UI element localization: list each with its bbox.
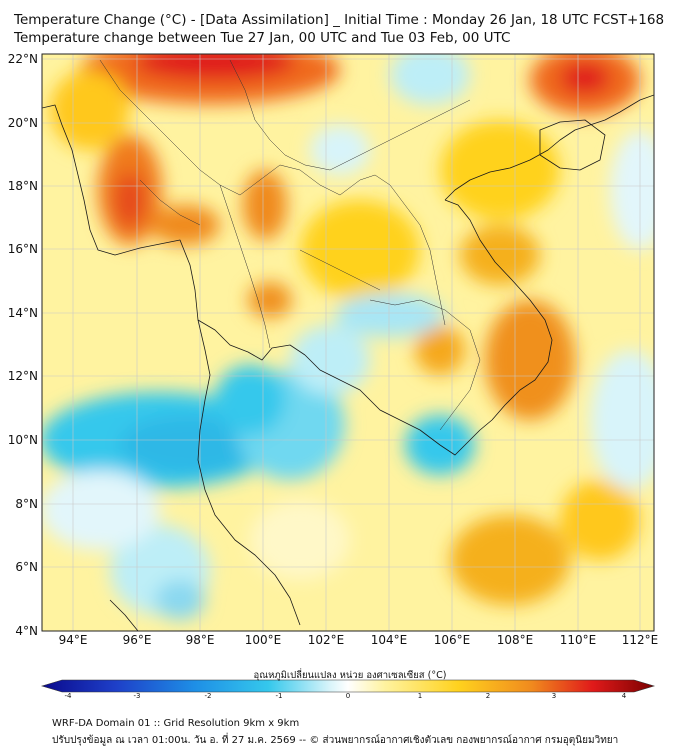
lon-label: 100°E: [244, 633, 282, 647]
colorbar-tick: 1: [417, 692, 423, 700]
colorbar-tick: 0: [345, 692, 351, 700]
lon-label: 94°E: [58, 633, 88, 647]
colorbar-title: อุณหภูมิเปลี่ยนแปลง หน่วย องศาเซลเซียส (…: [253, 670, 447, 681]
lon-label: 96°E: [122, 633, 152, 647]
colorbar-tick: 3: [551, 692, 557, 700]
lon-label: 102°E: [307, 633, 345, 647]
lat-label: 8°N: [15, 497, 38, 511]
lat-label: 6°N: [15, 560, 38, 574]
lon-label: 106°E: [433, 633, 471, 647]
lat-label: 18°N: [7, 179, 38, 193]
colorbar-tick: -3: [133, 692, 141, 700]
graticule: [42, 54, 654, 631]
lon-label: 104°E: [370, 633, 408, 647]
temperature-field: [42, 54, 654, 631]
lon-label: 110°E: [559, 633, 597, 647]
country-borders: [99, 59, 481, 431]
coastlines: [42, 94, 654, 631]
lat-label: 12°N: [7, 369, 38, 383]
lon-label: 108°E: [496, 633, 534, 647]
colorbar: [40, 679, 656, 693]
map-frame: [41, 53, 655, 632]
footer-model-info: WRF-DA Domain 01 :: Grid Resolution 9km …: [52, 718, 300, 729]
lat-label: 14°N: [7, 306, 38, 320]
lon-label: 98°E: [185, 633, 215, 647]
colorbar-tick: 4: [621, 692, 627, 700]
colorbar-tick: -1: [275, 692, 283, 700]
map-title: Temperature Change (°C) - [Data Assimila…: [14, 12, 665, 28]
colorbar-tick: -4: [64, 692, 72, 700]
lat-label: 16°N: [7, 242, 38, 256]
lat-label: 20°N: [7, 116, 38, 130]
lat-label: 4°N: [15, 624, 38, 638]
lon-label: 112°E: [621, 633, 659, 647]
colorbar-tick: 2: [485, 692, 491, 700]
footer-credit: ปรับปรุงข้อมูล ณ เวลา 01:00น. วัน อ. ที่…: [52, 735, 619, 746]
colorbar-tick: -2: [204, 692, 212, 700]
lat-label: 10°N: [7, 433, 38, 447]
lat-label: 22°N: [7, 52, 38, 66]
map-subtitle: Temperature change between Tue 27 Jan, 0…: [14, 30, 511, 46]
